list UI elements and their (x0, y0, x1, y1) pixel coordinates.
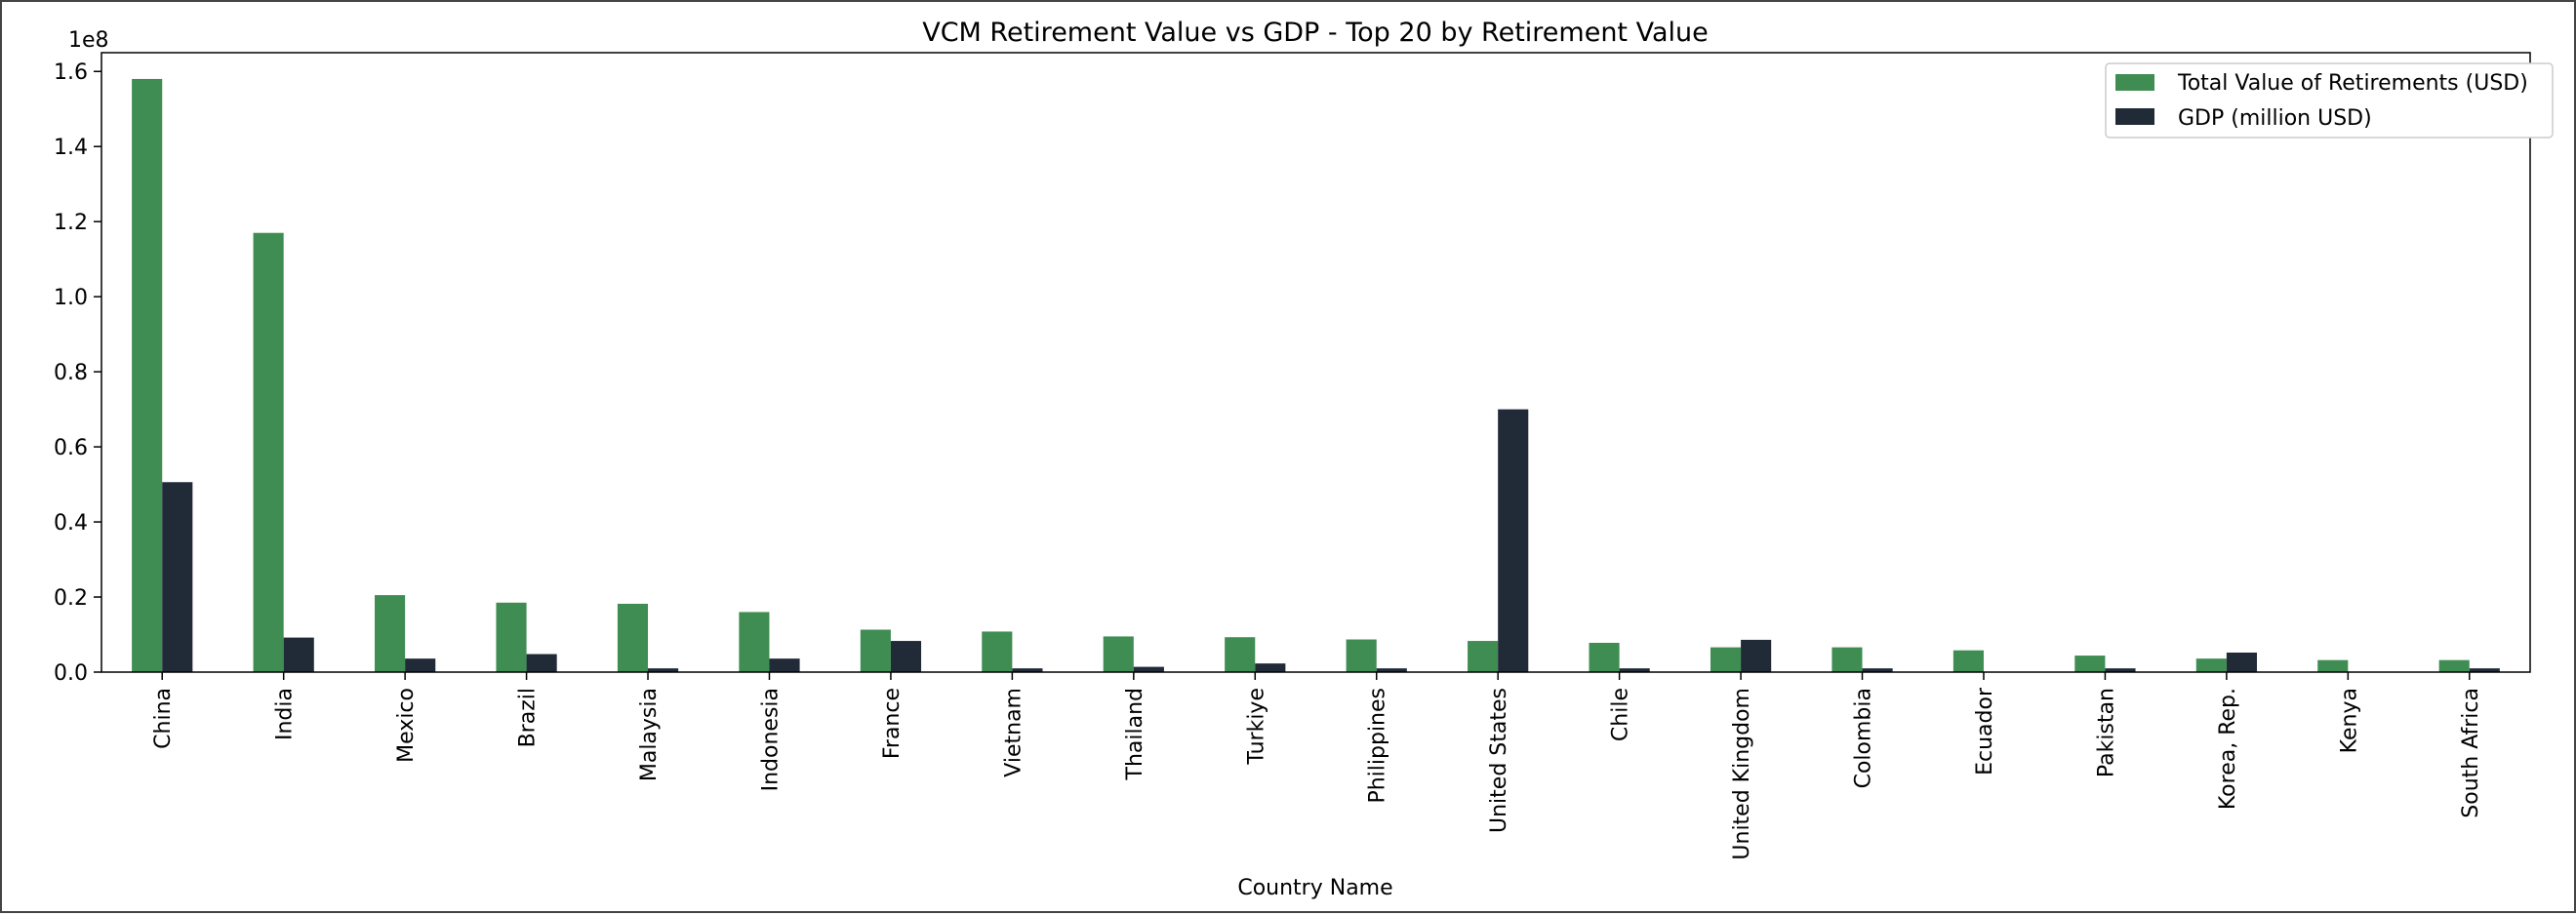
bar-gdp (1498, 409, 1529, 672)
x-tick-label: Ecuador (1973, 687, 1997, 776)
bar-gdp (1862, 668, 1893, 672)
bar-gdp (405, 658, 436, 672)
bar-retirements (2317, 659, 2349, 672)
y-tick-label: 0.2 (54, 586, 88, 611)
plot-area (101, 52, 2531, 673)
y-tick-label: 0.8 (54, 361, 88, 385)
x-tick-label: India (273, 688, 298, 740)
bar-gdp (162, 482, 193, 672)
bar-gdp (283, 637, 314, 672)
x-tick-label: Pakistan (2094, 688, 2118, 777)
bar-retirements (1831, 647, 1863, 672)
y-tick-label: 1.4 (54, 136, 88, 160)
bar-gdp (1376, 668, 1407, 672)
legend-label-gdp: GDP (million USD) (2178, 106, 2372, 131)
bar-retirements (1468, 641, 1499, 672)
bar-retirements (1103, 636, 1134, 672)
bar-gdp (648, 668, 679, 672)
bar-gdp (890, 641, 922, 672)
x-tick-label: Korea, Rep. (2216, 688, 2240, 810)
y-axis-offset-label: 1e8 (68, 28, 109, 53)
bar-gdp (526, 654, 557, 672)
legend: Total Value of Retirements (USD) GDP (mi… (2105, 62, 2554, 139)
x-tick-label: China (151, 688, 176, 749)
bar-retirements (1346, 639, 1377, 672)
x-axis-label: Country Name (1237, 876, 1392, 900)
x-tick-label: United Kingdom (1730, 688, 1754, 860)
x-tick-label: Chile (1609, 688, 1633, 741)
bar-retirements (2438, 659, 2470, 672)
bar-retirements (617, 603, 649, 672)
legend-box (2105, 62, 2554, 139)
bar-gdp (1619, 668, 1650, 672)
bar-gdp (2226, 652, 2257, 672)
y-tick-label: 1.2 (54, 211, 88, 235)
bar-retirements (1225, 637, 1256, 672)
bar-retirements (2195, 658, 2227, 672)
bar-retirements (253, 232, 284, 673)
x-tick-label: United States (1487, 688, 1511, 833)
bar-gdp (1741, 639, 1772, 672)
x-tick-label: Colombia (1852, 688, 1876, 788)
x-tick-label: Malaysia (637, 688, 662, 781)
bar-gdp (1255, 663, 1286, 672)
y-tick-label: 1.0 (54, 286, 88, 310)
y-tick-label: 0.6 (54, 436, 88, 460)
chart-title: VCM Retirement Value vs GDP - Top 20 by … (922, 18, 1709, 48)
x-tick-label: Vietnam (1001, 688, 1026, 777)
bar-gdp (2469, 668, 2500, 672)
bar-gdp (2105, 668, 2136, 672)
bar-gdp (769, 658, 800, 672)
bar-gdp (1133, 666, 1164, 672)
bar-retirements (739, 612, 770, 672)
x-tick-label: Philippines (1366, 688, 1390, 804)
y-tick-label: 0.0 (54, 661, 88, 686)
bar-retirements (1589, 642, 1620, 672)
x-tick-label: Indonesia (758, 688, 783, 791)
bar-retirements (496, 602, 527, 672)
bar-retirements (982, 631, 1013, 672)
y-tick-label: 1.6 (54, 60, 88, 85)
x-tick-label: France (880, 688, 905, 759)
bar-retirements (2074, 656, 2106, 672)
x-tick-label: Brazil (516, 688, 541, 747)
y-tick-label: 0.4 (54, 511, 88, 536)
bar-retirements (375, 595, 406, 672)
bar-retirements (860, 629, 891, 672)
legend-swatch-gdp (2115, 108, 2154, 125)
bar-retirements (1710, 647, 1742, 672)
x-tick-label: Mexico (394, 688, 419, 763)
x-tick-label: Kenya (2337, 688, 2361, 753)
x-tick-label: Turkiye (1244, 688, 1268, 766)
legend-label-retirements: Total Value of Retirements (USD) (2177, 71, 2528, 96)
bar-gdp (1012, 668, 1043, 672)
bar-retirements (132, 78, 163, 672)
x-tick-label: Thailand (1123, 688, 1147, 780)
x-tick-label: South Africa (2459, 688, 2483, 818)
legend-swatch-retirements (2115, 74, 2154, 91)
bar-retirements (1952, 650, 1984, 672)
